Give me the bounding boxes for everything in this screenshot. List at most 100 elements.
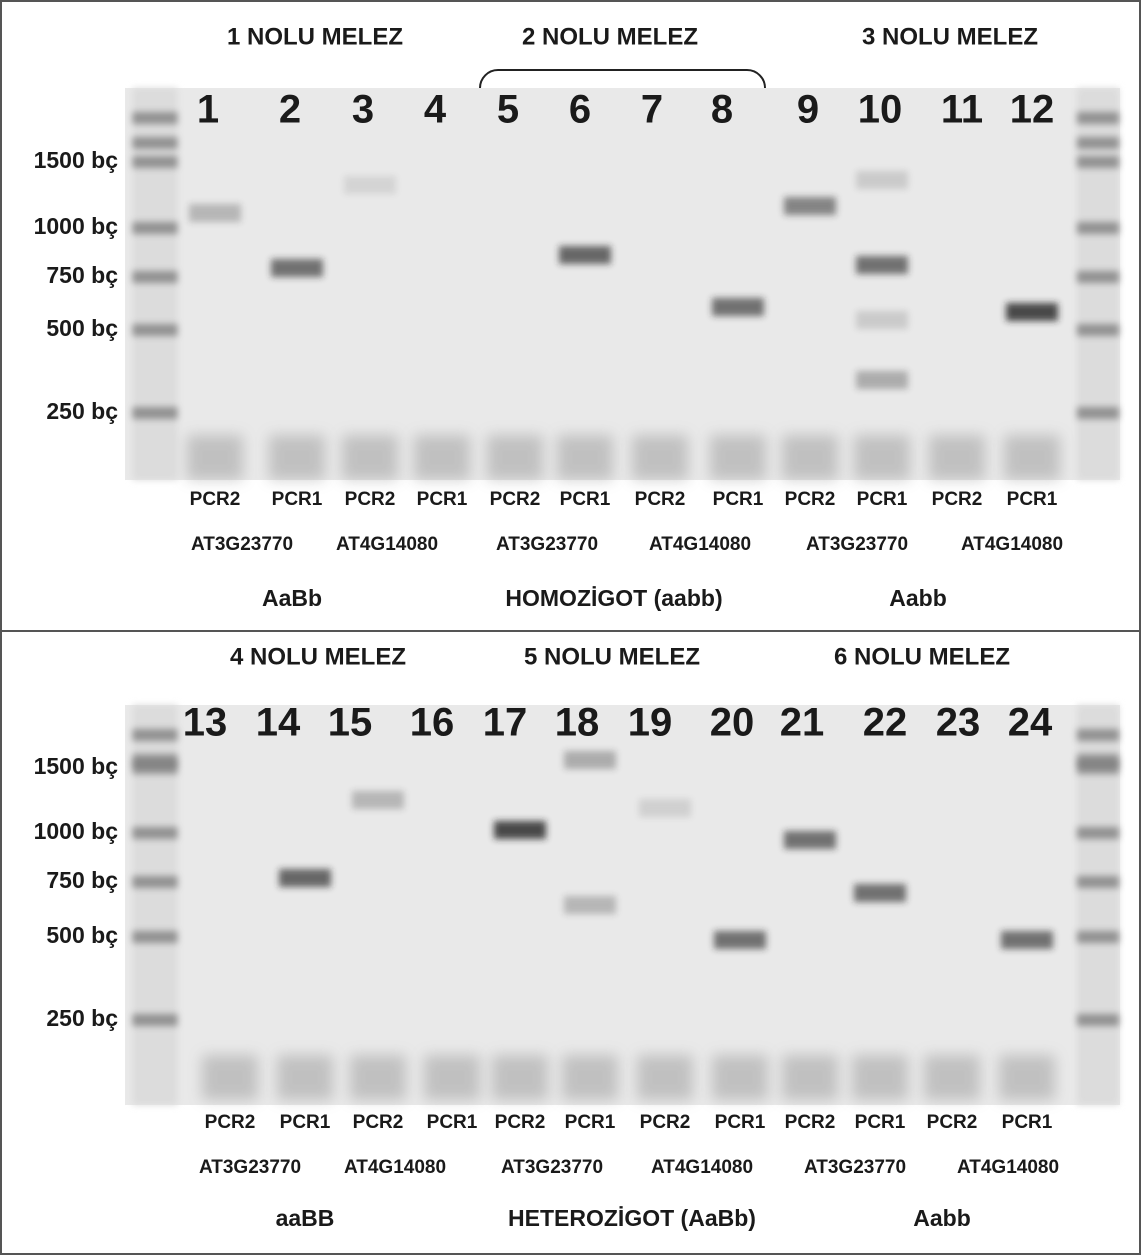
ladder-band — [133, 876, 178, 888]
lane-number: 6 — [569, 88, 591, 132]
smear — [1004, 435, 1060, 480]
primer-label: PCR1 — [855, 1112, 906, 1133]
ladder-band — [1077, 729, 1119, 741]
lane-number: 1 — [197, 88, 219, 132]
band — [856, 171, 908, 189]
band — [1001, 931, 1053, 949]
group-title: 1 NOLU MELEZ — [227, 23, 403, 50]
smear — [852, 1055, 908, 1100]
primer-label: PCR2 — [785, 1112, 836, 1133]
smear — [492, 1055, 548, 1100]
primer-label: PCR2 — [490, 489, 541, 510]
primer-label: PCR1 — [1007, 489, 1058, 510]
ladder-band — [133, 222, 178, 234]
band — [639, 799, 691, 817]
lane-number: 23 — [936, 701, 981, 745]
smear — [277, 1055, 333, 1100]
ladder-band — [133, 156, 178, 168]
ladder-band — [133, 827, 178, 839]
lane-number: 24 — [1008, 701, 1053, 745]
smear — [414, 435, 470, 480]
smear — [342, 435, 398, 480]
gene-label: AT3G23770 — [804, 1157, 906, 1178]
gene-label: AT4G14080 — [344, 1157, 446, 1178]
group-title: 3 NOLU MELEZ — [862, 23, 1038, 50]
gene-label: AT3G23770 — [806, 534, 908, 555]
genotype-label: Aabb — [913, 1205, 971, 1231]
band — [559, 246, 611, 264]
ladder-band — [133, 931, 178, 943]
lane-number: 10 — [858, 88, 903, 132]
band — [1006, 303, 1058, 321]
lane-number: 22 — [863, 701, 908, 745]
ladder-band — [133, 754, 178, 766]
band — [712, 298, 764, 316]
ladder-band — [1077, 156, 1119, 168]
lane-number: 11 — [941, 88, 983, 132]
band — [854, 884, 906, 902]
lane-number: 21 — [780, 701, 825, 745]
lane-number: 9 — [797, 88, 819, 132]
lane-number: 19 — [628, 701, 673, 745]
gene-label: AT3G23770 — [191, 534, 293, 555]
primer-label: PCR2 — [932, 489, 983, 510]
group-title: 2 NOLU MELEZ — [522, 23, 698, 50]
ladder-label: 1500 bç — [34, 147, 119, 173]
ladder-label: 1000 bç — [34, 818, 119, 844]
ladder-band — [133, 112, 178, 124]
smear — [924, 1055, 980, 1100]
lane-number: 20 — [710, 701, 755, 745]
primer-label: PCR1 — [857, 489, 908, 510]
smear — [424, 1055, 480, 1100]
band — [279, 869, 331, 887]
primer-label: PCR2 — [927, 1112, 978, 1133]
lane-number: 17 — [483, 701, 528, 745]
band — [564, 751, 616, 769]
ladder-band — [133, 137, 178, 149]
band — [352, 791, 404, 809]
lane-number: 5 — [497, 88, 519, 132]
smear — [999, 1055, 1055, 1100]
gene-label: AT3G23770 — [501, 1157, 603, 1178]
lane-number: 13 — [183, 701, 228, 745]
lane-number: 4 — [424, 88, 447, 132]
ladder-band — [133, 1014, 178, 1026]
genotype-label: AaBb — [262, 585, 322, 611]
ladder-label: 750 bç — [46, 262, 118, 288]
ladder-band — [1077, 112, 1119, 124]
ladder-band — [133, 271, 178, 283]
gene-label: AT4G14080 — [961, 534, 1063, 555]
gene-label: AT4G14080 — [649, 534, 751, 555]
smear — [637, 1055, 693, 1100]
band — [494, 821, 546, 839]
lane-number: 2 — [279, 88, 301, 132]
ladder-label: 500 bç — [46, 922, 118, 948]
primer-label: PCR1 — [560, 489, 611, 510]
band — [344, 176, 396, 194]
lane-number: 7 — [641, 88, 663, 132]
lane-number: 16 — [410, 701, 455, 745]
gene-label: AT4G14080 — [336, 534, 438, 555]
primer-label: PCR1 — [427, 1112, 478, 1133]
smear — [557, 435, 613, 480]
group-title: 4 NOLU MELEZ — [230, 643, 406, 670]
smear — [562, 1055, 618, 1100]
gel — [125, 705, 1120, 1105]
lane-number: 8 — [711, 88, 733, 132]
primer-label: PCR2 — [640, 1112, 691, 1133]
primer-label: PCR1 — [272, 489, 323, 510]
primer-label: PCR1 — [280, 1112, 331, 1133]
ladder-band — [133, 729, 178, 741]
band — [784, 831, 836, 849]
ladder-label: 750 bç — [46, 867, 118, 893]
gel — [125, 88, 1120, 480]
ladder-label: 1500 bç — [34, 753, 119, 779]
primer-label: PCR1 — [417, 489, 468, 510]
primer-label: PCR2 — [190, 489, 241, 510]
genotype-label: aaBB — [276, 1205, 335, 1231]
primer-label: PCR2 — [635, 489, 686, 510]
gene-label: AT4G14080 — [957, 1157, 1059, 1178]
ladder-band — [133, 324, 178, 336]
ladder-band — [1077, 271, 1119, 283]
smear — [487, 435, 543, 480]
